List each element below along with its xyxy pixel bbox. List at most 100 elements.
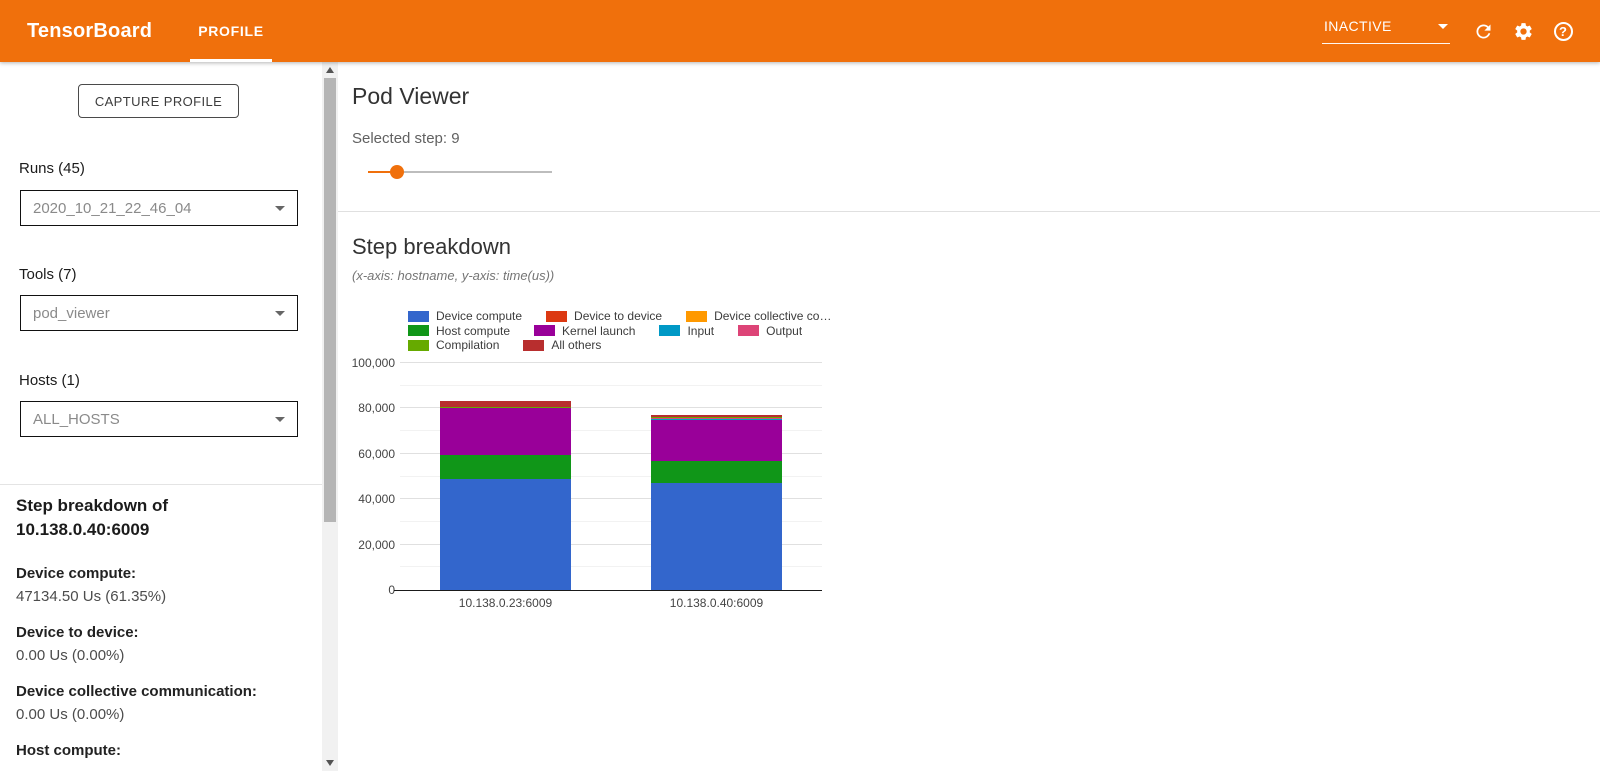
app-header: TensorBoard PROFILE INACTIVE ? [0, 0, 1600, 62]
y-axis-tick-label: 100,000 [351, 356, 395, 370]
chart-bar[interactable] [651, 414, 782, 590]
gridline [400, 384, 822, 386]
legend-item: Device to device [546, 309, 662, 323]
settings-button[interactable] [1512, 20, 1534, 42]
gridline [400, 520, 822, 522]
legend-item: Input [659, 324, 714, 338]
dropdown-caret-icon [275, 416, 285, 422]
refresh-icon [1475, 23, 1490, 38]
tools-select[interactable]: pod_viewer [20, 295, 298, 331]
scroll-up-button[interactable] [322, 62, 338, 78]
bar-segment[interactable] [440, 479, 571, 590]
chart-x-axis-line [394, 590, 822, 591]
y-axis-tick-label: 60,000 [358, 446, 395, 461]
gridline [400, 566, 822, 568]
bar-segment[interactable] [651, 419, 782, 462]
legend-item: Host compute [408, 324, 510, 338]
refresh-button[interactable] [1472, 20, 1494, 42]
capture-profile-button[interactable]: CAPTURE PROFILE [78, 84, 239, 118]
dropdown-caret-icon [275, 310, 285, 316]
y-axis-tick-label: 80,000 [358, 401, 395, 416]
legend-item: Compilation [408, 338, 499, 352]
dropdown-caret-icon [275, 205, 285, 211]
scrollbar-thumb[interactable] [324, 78, 336, 522]
y-axis-labels: 0 20,000 40,000 60,000 80,000 100,000 [338, 356, 395, 597]
legend-swatch-icon [546, 310, 568, 322]
header-actions: INACTIVE ? [1322, 18, 1574, 44]
stat-item: Device collective communication: 0.00 Us… [16, 680, 312, 726]
gridline [400, 543, 822, 545]
help-icon: ? [1553, 21, 1573, 41]
legend-swatch-icon [408, 339, 429, 351]
status-dropdown-value: INACTIVE [1324, 18, 1392, 34]
bar-segment[interactable] [651, 418, 782, 419]
sidebar-scrollbar[interactable] [322, 62, 338, 771]
legend-item: Device compute [408, 309, 522, 323]
slider-thumb[interactable] [390, 165, 405, 179]
axis-note: (x-axis: hostname, y-axis: time(us)) [352, 268, 555, 283]
content-divider [338, 211, 1600, 212]
step-slider[interactable] [368, 164, 552, 180]
bar-segment[interactable] [440, 454, 571, 479]
bar-segment[interactable] [440, 407, 571, 455]
sidebar-divider [0, 484, 322, 485]
chart-bar[interactable] [440, 401, 571, 590]
bar-segment[interactable] [651, 461, 782, 484]
legend-row: Host compute Kernel launch Input Output [408, 324, 856, 339]
breakdown-stats: Device compute: 47134.50 Us (61.35%) Dev… [16, 562, 312, 771]
stat-item: Host compute: [16, 739, 312, 762]
help-button[interactable]: ? [1552, 20, 1574, 42]
status-dropdown[interactable]: INACTIVE [1322, 18, 1450, 44]
legend-item: All others [523, 338, 601, 352]
tab-profile[interactable]: PROFILE [190, 0, 272, 62]
bar-segment[interactable] [651, 418, 782, 420]
active-tab-indicator [190, 59, 272, 62]
selected-step-label: Selected step: 9 [352, 130, 460, 147]
stat-label: Device compute: [16, 565, 137, 582]
page-title: Pod Viewer [352, 83, 470, 109]
main-content: Pod Viewer Selected step: 9 Step breakdo… [338, 62, 1600, 771]
section-title: Step breakdown [352, 234, 511, 259]
legend-label: Kernel launch [562, 323, 636, 338]
slider-track[interactable] [368, 171, 552, 173]
legend-swatch-icon [534, 325, 556, 337]
gridline [400, 362, 822, 363]
stat-item: Device compute: 47134.50 Us (61.35%) [16, 562, 312, 608]
tab-profile-label: PROFILE [198, 23, 264, 39]
runs-select[interactable]: 2020_10_21_22_46_04 [20, 190, 298, 226]
breakdown-title-line1: Step breakdown of [16, 496, 169, 515]
bar-segment[interactable] [440, 401, 571, 407]
legend-row: Compilation All others [408, 338, 856, 353]
breakdown-title-line2: 10.138.0.40:6009 [16, 519, 150, 539]
legend-swatch-icon [686, 310, 708, 322]
legend-label: Output [766, 323, 803, 338]
legend-label: Compilation [436, 338, 500, 353]
arrow-down-icon [326, 760, 334, 766]
bar-segment[interactable] [651, 483, 782, 590]
legend-label: Device to device [574, 309, 663, 324]
legend-swatch-icon [523, 339, 545, 351]
bar-segment[interactable] [440, 478, 571, 480]
scroll-down-button[interactable] [322, 755, 338, 771]
gridline [400, 407, 822, 409]
hosts-select[interactable]: ALL_HOSTS [20, 401, 298, 437]
gridline [400, 452, 822, 454]
tools-select-value: pod_viewer [33, 304, 110, 322]
legend-swatch-icon [408, 310, 429, 322]
bar-segment[interactable] [651, 414, 782, 418]
stat-value: 0.00 Us (0.00%) [16, 647, 125, 664]
legend-swatch-icon [408, 325, 429, 337]
runs-label: Runs (45) [19, 160, 85, 177]
bar-segment[interactable] [651, 417, 782, 419]
stat-label: Host compute: [16, 742, 121, 759]
legend-label: Device compute [436, 309, 523, 324]
legend-label: Device collective communication [714, 309, 832, 324]
chart-plot [400, 362, 822, 590]
x-axis-tick-label: 10.138.0.23:6009 [458, 596, 553, 610]
bar-segment[interactable] [440, 406, 571, 408]
legend-item: Output [738, 324, 802, 338]
legend-swatch-icon [659, 325, 681, 337]
x-axis-tick-label: 10.138.0.40:6009 [669, 596, 764, 610]
gear-icon [1514, 22, 1532, 40]
stat-value: 0.00 Us (0.00%) [16, 706, 125, 723]
